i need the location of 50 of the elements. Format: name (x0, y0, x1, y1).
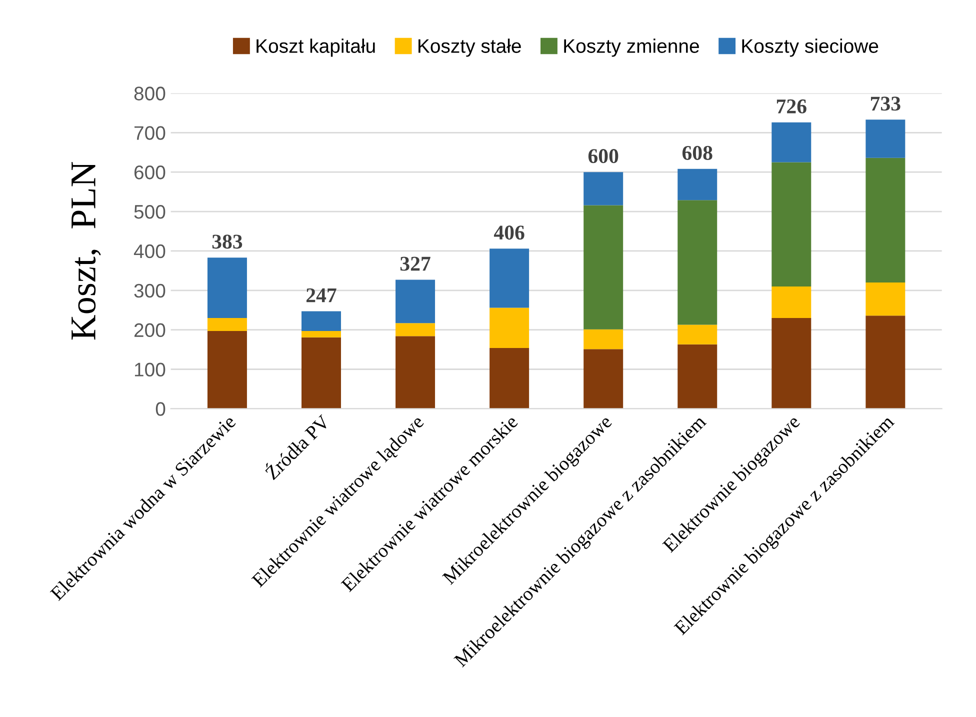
y-tick-label: 800 (134, 86, 166, 100)
bar (207, 318, 247, 332)
bar (302, 331, 341, 338)
total-label: 608 (682, 146, 712, 160)
y-tick-label: 400 (134, 244, 166, 258)
bar (490, 248, 530, 308)
total-label: 383 (212, 234, 242, 249)
legend-label: Koszt kapitału (256, 38, 375, 57)
y-tick-label: 0 (156, 402, 166, 416)
bar (302, 337, 341, 409)
bar (584, 329, 624, 350)
bar (772, 162, 812, 286)
total-label: 733 (870, 96, 900, 111)
bar (584, 172, 624, 206)
total-label: 247 (306, 288, 336, 302)
total-label: 726 (776, 99, 806, 114)
legend-label: Koszty stałe (418, 38, 521, 57)
bar (866, 120, 906, 158)
legend-label: Koszty sieciowe (742, 38, 878, 57)
y-tick-label: 100 (134, 362, 166, 376)
bar (302, 311, 341, 332)
bar (584, 205, 624, 330)
bar (678, 344, 718, 409)
bar (207, 258, 247, 318)
total-label: 406 (494, 226, 524, 240)
bar (678, 200, 718, 325)
bar (490, 348, 530, 409)
y-tick-label: 700 (134, 126, 166, 140)
y-axis-title: Koszt, PLN (72, 162, 101, 340)
bar (772, 318, 812, 409)
bar (396, 280, 436, 324)
y-tick-label: 200 (134, 323, 166, 338)
bar (866, 282, 906, 316)
bar (866, 316, 906, 409)
legend-label: Koszty zmienne (564, 38, 699, 57)
y-tick-label: 500 (134, 204, 166, 219)
bar (772, 122, 812, 162)
bar (678, 324, 718, 344)
bar (490, 308, 530, 348)
bar (678, 168, 718, 200)
bar (772, 286, 812, 318)
total-label: 600 (588, 149, 618, 164)
bar (396, 323, 436, 336)
total-label: 327 (400, 256, 430, 271)
bar (866, 158, 906, 282)
bar (584, 349, 624, 409)
bar (207, 331, 247, 409)
y-tick-label: 300 (134, 284, 166, 298)
bar (396, 336, 436, 409)
y-tick-label: 600 (134, 166, 166, 180)
